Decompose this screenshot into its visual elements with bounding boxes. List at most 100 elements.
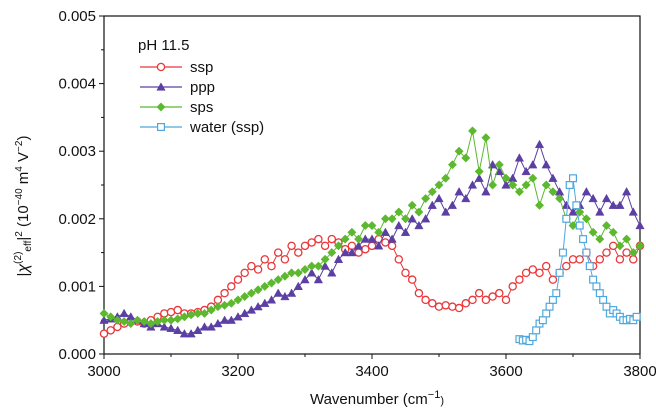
- data-point: [293, 281, 303, 291]
- data-point: [545, 302, 554, 311]
- data-point: [528, 265, 538, 274]
- data-point: [374, 227, 384, 237]
- data-point: [260, 298, 270, 307]
- plot-border: [103, 15, 641, 355]
- data-point: [552, 289, 561, 298]
- data-point: [266, 295, 277, 304]
- legend-item: water (ssp): [140, 119, 264, 136]
- x-tick-label: 3600: [489, 363, 522, 380]
- legend-item: ssp: [140, 59, 213, 76]
- data-point: [555, 268, 564, 277]
- data-point: [267, 261, 276, 271]
- data-point: [294, 248, 303, 257]
- data-point: [206, 305, 216, 315]
- data-point: [621, 187, 632, 196]
- data-point: [300, 264, 310, 275]
- data-point: [374, 241, 384, 250]
- data-point: [514, 187, 524, 197]
- legend-marker: [157, 122, 166, 131]
- data-point: [320, 261, 330, 270]
- data-point: [360, 234, 370, 243]
- data-point: [119, 308, 129, 318]
- data-point: [528, 333, 537, 342]
- data-point: [414, 207, 424, 217]
- data-point: [260, 281, 270, 291]
- data-point: [347, 227, 357, 237]
- y-tick-label: 0.002: [58, 211, 96, 228]
- data-point: [333, 241, 344, 251]
- data-point: [179, 329, 190, 338]
- series-water-ssp-: [515, 174, 641, 346]
- data-point: [320, 241, 330, 251]
- data-point: [407, 214, 417, 223]
- data-point: [548, 173, 558, 182]
- data-point: [599, 295, 608, 304]
- x-tick-label: 3400: [355, 363, 388, 380]
- data-point: [474, 288, 484, 298]
- data-point: [313, 274, 324, 284]
- data-point: [280, 271, 290, 281]
- data-point: [99, 329, 109, 338]
- data-point: [347, 247, 357, 257]
- data-point: [581, 214, 591, 224]
- data-point: [508, 282, 517, 291]
- data-point: [273, 288, 283, 297]
- data-point: [555, 193, 565, 204]
- data-point: [467, 180, 478, 189]
- data-point: [293, 268, 303, 278]
- data-point: [441, 301, 450, 310]
- data-point: [327, 234, 337, 244]
- data-point: [246, 305, 257, 314]
- data-point: [247, 261, 256, 271]
- data-point: [380, 227, 391, 236]
- data-point: [454, 303, 464, 313]
- data-point: [602, 248, 611, 257]
- data-point: [213, 318, 223, 328]
- data-point: [581, 187, 592, 196]
- data-point: [420, 214, 431, 223]
- data-point: [220, 300, 230, 310]
- data-point: [387, 234, 397, 243]
- data-point: [173, 305, 182, 315]
- y-tick-label: 0.000: [58, 346, 96, 363]
- data-point: [575, 255, 584, 264]
- legend-label: water (ssp): [189, 119, 264, 136]
- data-point: [394, 207, 404, 217]
- data-point: [220, 288, 229, 298]
- data-point: [367, 221, 377, 231]
- x-axis-label: Wavenumber (cm−1): [310, 389, 444, 408]
- data-point: [400, 214, 411, 224]
- data-point: [226, 298, 236, 308]
- data-point: [360, 221, 370, 231]
- data-point: [434, 180, 444, 190]
- data-point: [579, 235, 588, 244]
- data-point: [441, 207, 451, 216]
- data-point: [582, 248, 591, 257]
- data-point: [481, 187, 491, 196]
- data-point: [414, 220, 424, 230]
- data-point: [314, 234, 323, 244]
- data-point: [427, 200, 437, 209]
- data-point: [287, 268, 297, 278]
- data-point: [532, 326, 541, 335]
- data-point: [588, 227, 598, 237]
- data-point: [615, 255, 625, 264]
- data-point: [226, 315, 236, 324]
- data-point: [353, 241, 364, 250]
- legend-label: sps: [190, 99, 213, 116]
- data-point: [561, 200, 571, 209]
- data-point: [240, 268, 249, 278]
- data-point: [126, 319, 136, 329]
- data-point: [340, 234, 350, 244]
- data-point: [333, 254, 344, 263]
- y-tick-label: 0.004: [58, 76, 96, 93]
- data-point: [307, 238, 316, 247]
- data-point: [246, 288, 256, 298]
- data-point: [534, 200, 545, 210]
- data-point: [635, 241, 645, 251]
- data-point: [548, 187, 558, 197]
- data-point: [501, 173, 511, 183]
- data-point: [421, 193, 431, 204]
- data-point: [495, 288, 504, 298]
